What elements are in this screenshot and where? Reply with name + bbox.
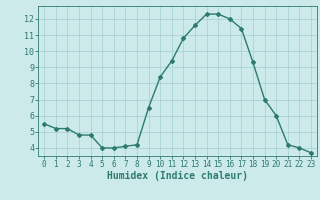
X-axis label: Humidex (Indice chaleur): Humidex (Indice chaleur)	[107, 171, 248, 181]
